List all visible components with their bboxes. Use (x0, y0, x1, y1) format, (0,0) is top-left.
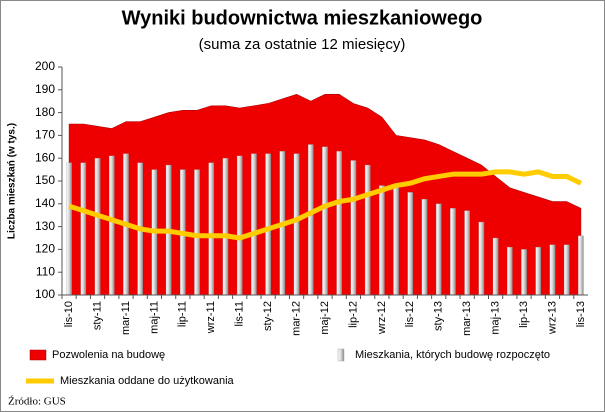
y-tick-label: 200 (35, 59, 55, 73)
chart-subtitle: (suma za ostatnie 12 miesięcy) (199, 36, 406, 53)
y-tick-label: 150 (35, 173, 55, 187)
y-tick-label: 170 (35, 128, 55, 142)
bar (194, 169, 200, 296)
bar (535, 246, 541, 296)
y-tick-label: 140 (35, 196, 55, 210)
bar (293, 153, 300, 296)
y-tick-label: 100 (35, 287, 55, 301)
legend-label: Pozwolenia na budowę (52, 349, 165, 361)
y-tick-label: 190 (35, 82, 55, 96)
bar (322, 146, 328, 296)
bar (407, 192, 414, 296)
chart-title: Wyniki budownictwa mieszkaniowego (122, 7, 483, 29)
x-tick-label: sty-12 (262, 301, 274, 331)
x-tick-label: maj-11 (148, 301, 160, 334)
x-tick-label: lis-12 (404, 301, 416, 327)
x-tick-label: sty-13 (433, 301, 445, 331)
bar (80, 162, 87, 296)
bar (379, 185, 385, 296)
bar (222, 158, 229, 296)
bar (308, 144, 314, 296)
y-tick-label: 160 (35, 150, 55, 164)
bar (521, 249, 527, 296)
x-tick-label: wrz-12 (376, 301, 388, 335)
bar (450, 208, 456, 296)
legend-swatch (29, 349, 47, 361)
bar (350, 160, 357, 296)
bar (251, 153, 257, 296)
bar (109, 155, 115, 296)
x-tick-label: lis-11 (234, 301, 246, 326)
bar (549, 244, 556, 296)
x-tick-label: maj-12 (319, 301, 331, 335)
x-tick-label: wrz-11 (205, 301, 217, 334)
x-tick-label: sty-11 (91, 301, 103, 330)
x-tick-label: mar-12 (290, 301, 302, 336)
y-axis-label: Liczba mieszkań (w tys.) (7, 123, 18, 239)
bar (435, 203, 442, 296)
bar (208, 162, 215, 296)
bar (236, 155, 243, 296)
bar (94, 158, 101, 296)
bar (336, 151, 342, 296)
y-tick-label: 120 (35, 242, 55, 256)
bar (563, 244, 570, 296)
bar (578, 235, 584, 296)
bar (464, 210, 470, 296)
legend-label: Mieszkania oddane do użytkowania (60, 375, 235, 387)
x-tick-label: lip-12 (347, 301, 359, 328)
y-tick-label: 130 (35, 219, 55, 233)
legend-swatch (337, 348, 345, 362)
legend-label: Mieszkania, których budowę rozpoczęto (355, 349, 550, 361)
y-tick-label: 180 (35, 105, 55, 119)
x-tick-label: lis-13 (575, 301, 587, 327)
source: Źródło: GUS (8, 396, 66, 408)
bar (364, 164, 371, 296)
y-tick-label: 110 (36, 264, 55, 278)
x-tick-label: mar-11 (120, 301, 132, 335)
x-tick-label: lip-13 (518, 301, 530, 328)
x-tick-label: lip-11 (177, 301, 189, 327)
line (68, 169, 582, 241)
bar (478, 221, 485, 296)
bar (66, 162, 72, 296)
bar (492, 237, 499, 296)
bar (393, 187, 399, 296)
x-tick-label: wrz-13 (546, 301, 558, 335)
x-tick-label: mar-13 (461, 301, 473, 336)
bar (265, 153, 271, 296)
x-tick-label: lis-10 (63, 301, 75, 327)
x-tick-label: maj-13 (490, 301, 502, 335)
bar (507, 246, 513, 296)
bar (421, 199, 428, 296)
